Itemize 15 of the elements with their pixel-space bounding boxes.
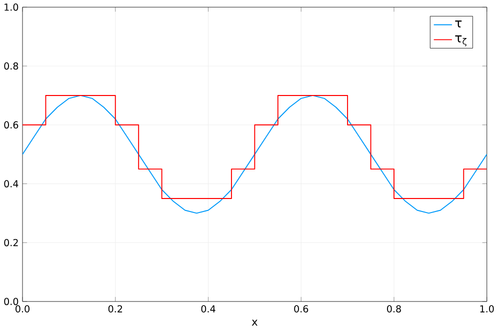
y-tick-label: 0.8 bbox=[4, 62, 18, 70]
y-tick-label: 1.0 bbox=[4, 3, 18, 11]
x-tick-label: 0.4 bbox=[201, 305, 216, 312]
x-tick-label: 1.0 bbox=[480, 305, 494, 312]
x-tick-label: 0.0 bbox=[16, 305, 30, 312]
x-tick-label: 0.6 bbox=[294, 305, 308, 312]
x-axis-title: x bbox=[252, 320, 258, 326]
y-tick-label: 0.4 bbox=[4, 180, 18, 188]
legend-label: τ bbox=[455, 20, 462, 28]
legend-label: τ$_{ζ}$ bbox=[455, 35, 466, 46]
y-tick-label: 0.0 bbox=[4, 298, 18, 306]
y-tick-label: 0.2 bbox=[4, 238, 18, 246]
x-tick-label: 0.2 bbox=[108, 305, 122, 312]
x-tick-label: 0.8 bbox=[387, 305, 401, 312]
y-tick-label: 0.6 bbox=[4, 121, 18, 128]
